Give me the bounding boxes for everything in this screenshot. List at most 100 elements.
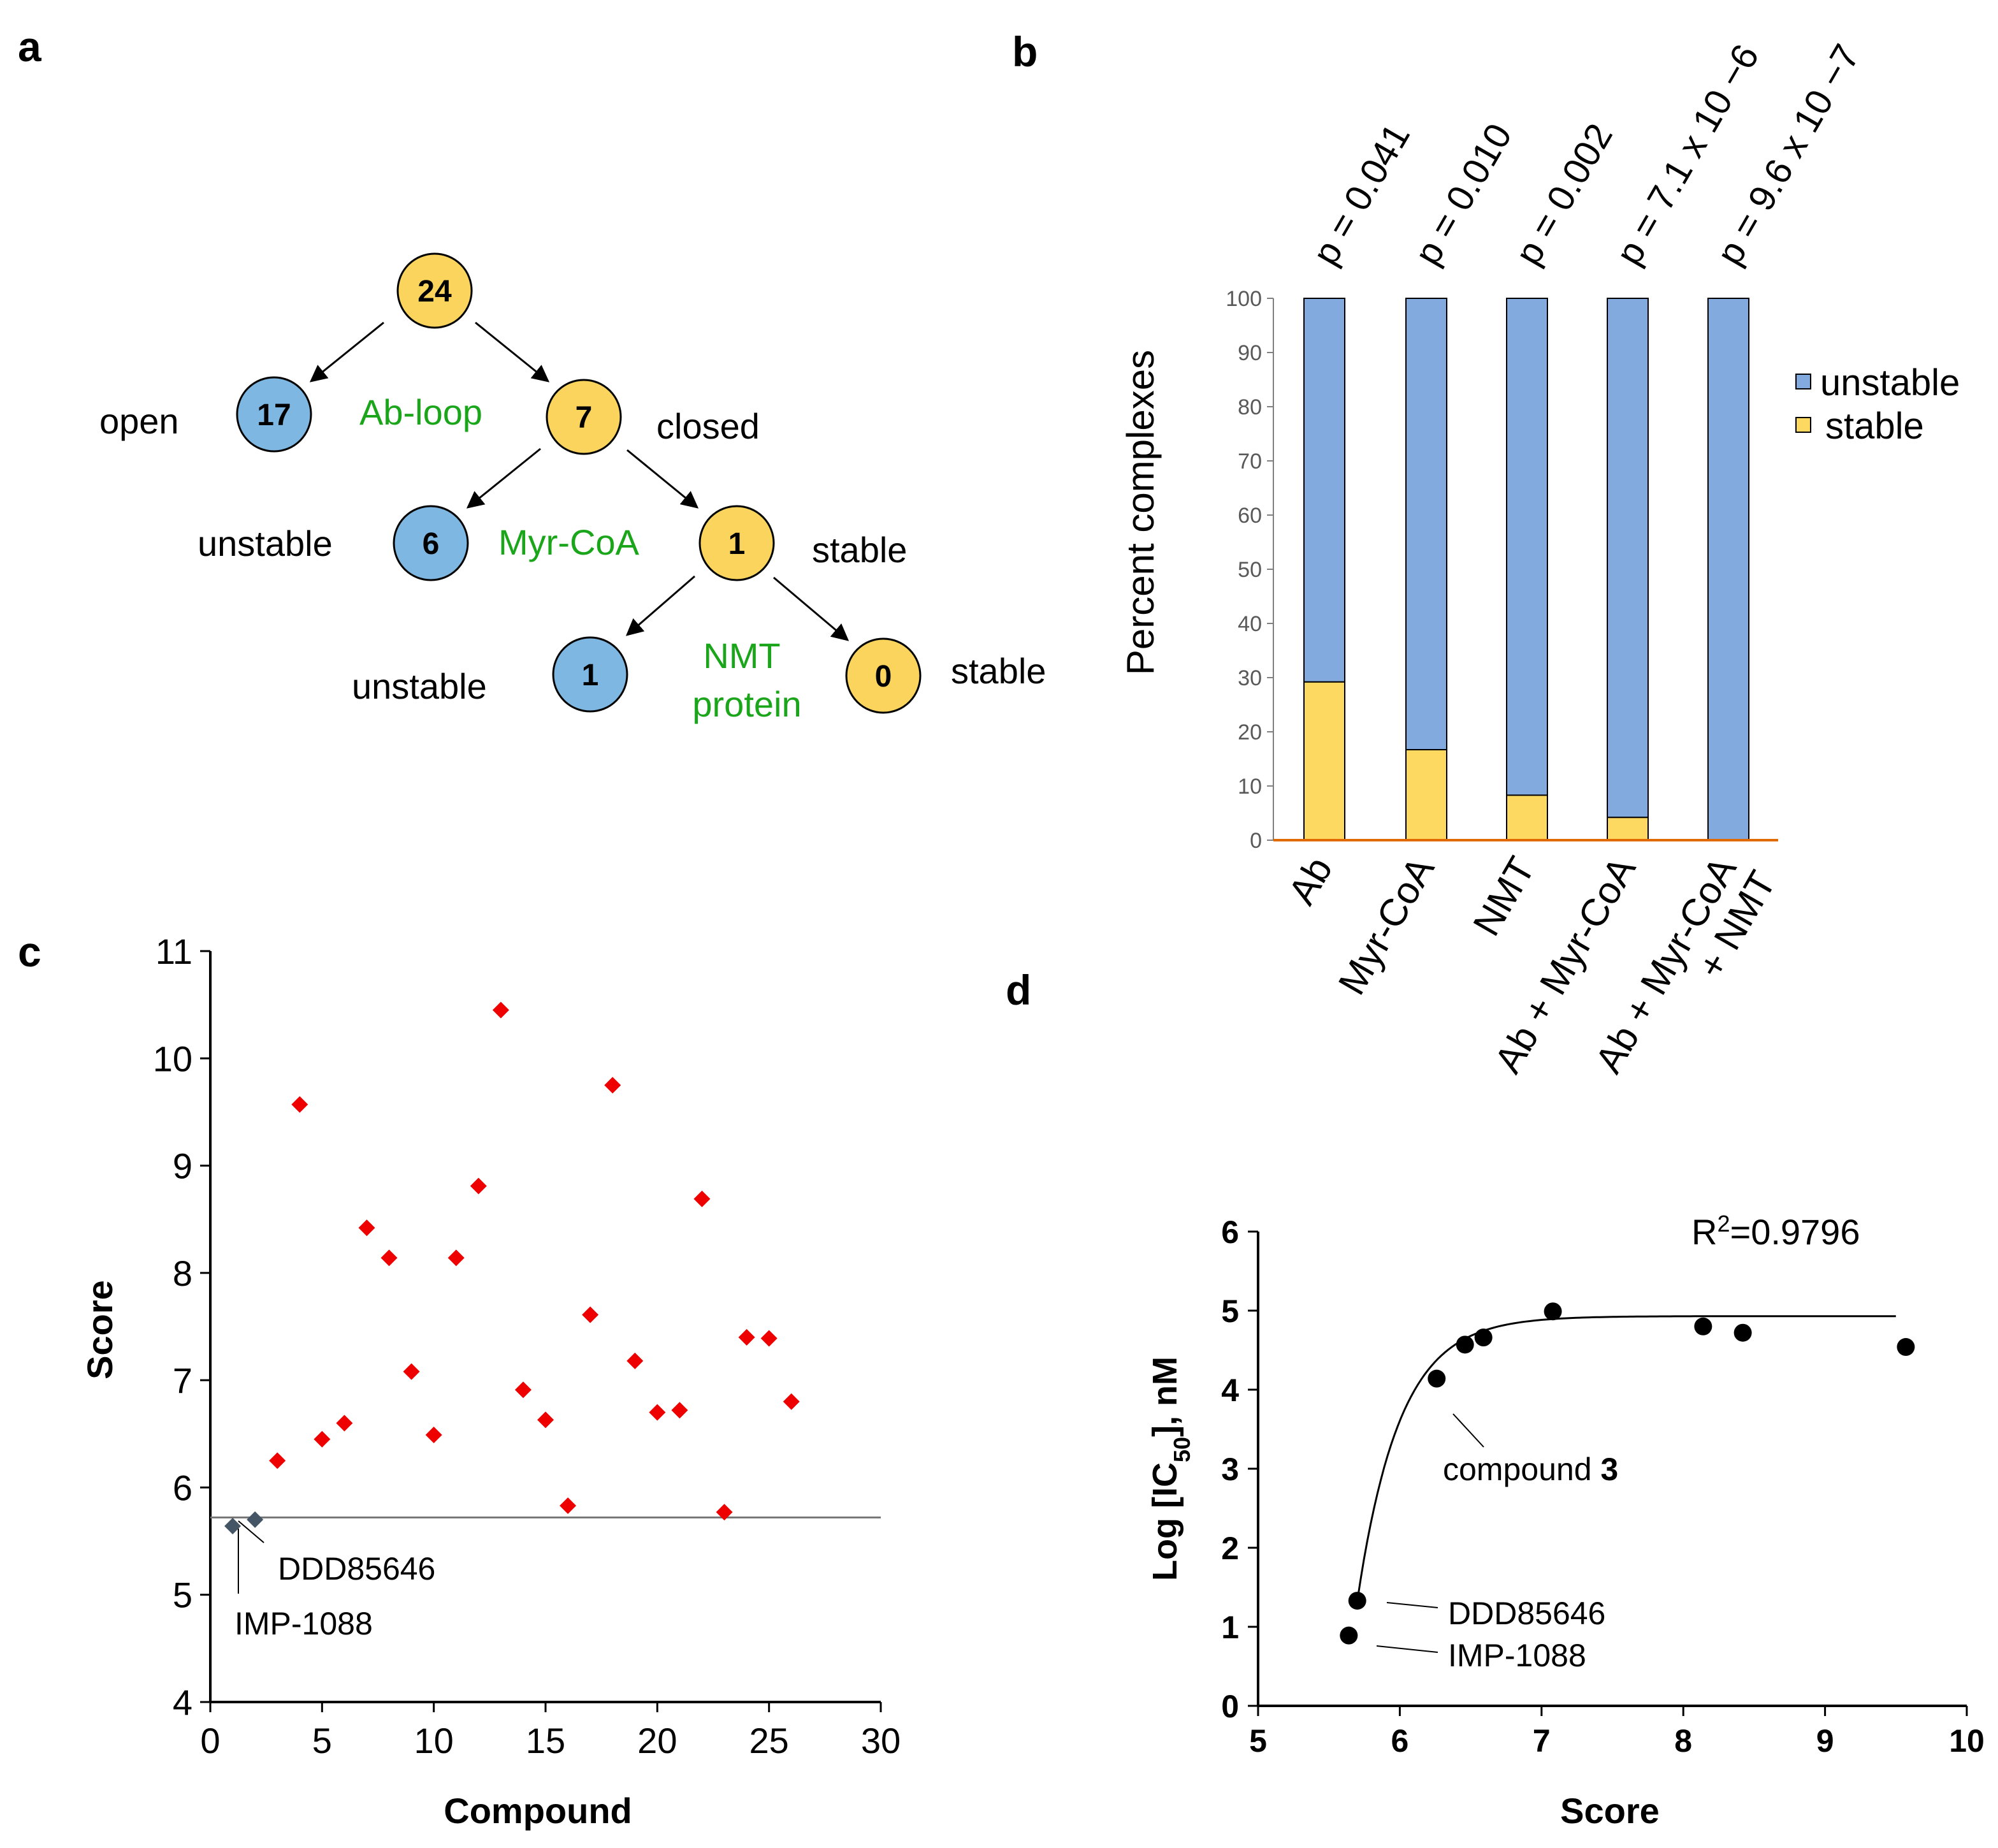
b-y-tick-label: 70 — [1238, 449, 1262, 474]
b-p-value: p = 0.041 — [1305, 117, 1418, 272]
d-data-point — [1544, 1302, 1562, 1321]
c-x-tick-label: 0 — [200, 1721, 220, 1761]
c-point-red — [783, 1393, 800, 1410]
c-point-red — [671, 1402, 688, 1419]
bar-stable-0 — [1303, 681, 1345, 841]
tree-node-value-myr_unstable: 6 — [423, 527, 440, 561]
tree-node-myr_stable — [699, 505, 775, 581]
bar-unstable-2 — [1506, 298, 1548, 796]
c-y-tick-label: 10 — [153, 1038, 192, 1079]
annotation-imp1088: IMP-1088 — [235, 1606, 373, 1641]
b-y-tick-label: 60 — [1238, 504, 1262, 528]
d-data-point — [1734, 1323, 1752, 1342]
c-y-tick-label: 6 — [173, 1467, 192, 1508]
d-y-tick-label: 0 — [1221, 1689, 1239, 1724]
c-point-red — [582, 1306, 599, 1323]
c-point-red — [470, 1177, 487, 1195]
panel-c-x-axis-title: Compound — [444, 1791, 632, 1831]
panel-d-letter: d — [1006, 966, 1031, 1014]
c-point-red — [649, 1404, 666, 1421]
c-x-tick-label: 10 — [414, 1721, 454, 1761]
state-label-stable-2: stable — [951, 651, 1046, 691]
d-data-point — [1348, 1592, 1366, 1610]
compound-number: 3 — [1600, 1451, 1618, 1487]
r-squared-superscript: 2 — [1717, 1211, 1730, 1237]
c-point-red — [537, 1411, 554, 1429]
edge-root-open — [309, 321, 384, 382]
r-squared-value: =0.9796 — [1730, 1212, 1860, 1252]
b-category-label: NMT — [1465, 850, 1543, 943]
edge-stable-unstable — [625, 575, 695, 636]
annotation-ddd85646: DDD85646 — [278, 1551, 435, 1587]
state-label-open: open — [99, 401, 179, 441]
legend-swatch-stable — [1795, 417, 1811, 433]
annotation-leader-ddd85646-d — [1386, 1602, 1438, 1608]
c-y-tick-label: 4 — [173, 1682, 192, 1722]
annotation-leader-compound3 — [1452, 1413, 1484, 1448]
annotation-compound3: compound 3 — [1443, 1451, 1618, 1487]
bar-unstable-0 — [1303, 298, 1345, 683]
c-point-red — [604, 1077, 621, 1094]
d-data-point — [1428, 1369, 1446, 1388]
tree-node-value-nmt_unstable: 1 — [582, 658, 599, 692]
b-category-label: Myr-CoA — [1330, 850, 1442, 1001]
bar-unstable-3 — [1607, 298, 1649, 819]
panel-a-letter: a — [18, 23, 42, 70]
legend-label-unstable: unstable — [1820, 362, 1960, 404]
d-x-tick-label: 9 — [1816, 1723, 1834, 1759]
d-data-point — [1340, 1626, 1358, 1645]
bar-stable-2 — [1506, 794, 1548, 841]
b-y-tick-label: 40 — [1238, 612, 1262, 636]
b-category-label: Ab — [1280, 850, 1341, 912]
d-y-tick-label: 5 — [1221, 1293, 1239, 1329]
tree-node-nmt_unstable — [552, 636, 628, 713]
b-p-value: p = 0.010 — [1407, 117, 1520, 272]
d-x-tick-label: 7 — [1533, 1723, 1551, 1759]
tree-nodes: 24 17 7 6 1 1 0 — [236, 252, 922, 714]
tree-edges — [309, 321, 850, 641]
d-data-point — [1897, 1338, 1915, 1357]
c-point-red — [447, 1249, 465, 1267]
r-squared-label: R2=0.9796 — [1691, 1211, 1860, 1253]
edge-closed-stable — [626, 449, 699, 509]
tree-node-value-closed: 7 — [576, 401, 593, 435]
tree-node-root — [396, 252, 473, 329]
d-y-tick-label: 1 — [1221, 1610, 1239, 1645]
d-y-tick-label: 4 — [1221, 1372, 1239, 1408]
r-squared-r: R — [1691, 1212, 1717, 1252]
annotation-imp1088-d: IMP-1088 — [1448, 1638, 1586, 1673]
d-data-point — [1456, 1335, 1474, 1354]
tree-state-labels: open closed unstable stable unstable sta… — [99, 401, 1046, 706]
tree-node-value-nmt_stable: 0 — [875, 660, 892, 694]
c-point-reference — [247, 1511, 264, 1528]
b-y-tick-label: 80 — [1238, 395, 1262, 419]
panel-c-letter: c — [18, 928, 41, 975]
c-y-tick-label: 8 — [173, 1253, 192, 1293]
panel-a: a 24 17 7 6 1 1 0 open closed unstable stable … — [18, 23, 1046, 724]
panel-b-plot-area: 0 10 20 30 40 50 60 70 80 90 100 Ab p = 0.041 Myr-CoA… — [1226, 38, 1867, 1080]
y-title-subscript: 50 — [1169, 1437, 1195, 1462]
b-p-value: p = 0.002 — [1507, 117, 1621, 272]
panel-d-plot-area: 5 6 7 8 9 10 0 1 2 3 4 5 6 — [1221, 1214, 1985, 1759]
b-y-tick-label: 20 — [1238, 720, 1262, 745]
d-y-tick-label: 6 — [1221, 1214, 1239, 1250]
legend-label-stable: stable — [1825, 405, 1924, 447]
condition-myr-coa: Myr-CoA — [498, 522, 640, 562]
y-title-main: Log [IC — [1146, 1462, 1184, 1581]
tree-node-value-root: 24 — [417, 275, 452, 309]
c-point-red — [425, 1426, 442, 1443]
edge-root-closed — [475, 321, 550, 382]
c-y-tick-label: 5 — [173, 1575, 192, 1615]
d-x-tick-label: 6 — [1391, 1723, 1408, 1759]
annotation-leader-imp1088-d — [1376, 1645, 1438, 1653]
bar-unstable-4 — [1707, 298, 1749, 841]
state-label-closed: closed — [656, 406, 760, 446]
panel-d-y-axis-title: Log [IC50], nM — [1146, 1357, 1195, 1581]
tree-node-open — [236, 376, 312, 453]
panel-c: c Compound Score 0 5 10 15 20 25 304567891011 … — [18, 928, 901, 1831]
panel-c-y-axis-title: Score — [80, 1280, 120, 1379]
c-y-tick-label: 9 — [173, 1146, 192, 1186]
c-x-tick-label: 20 — [637, 1721, 677, 1761]
c-point-red — [336, 1415, 353, 1432]
